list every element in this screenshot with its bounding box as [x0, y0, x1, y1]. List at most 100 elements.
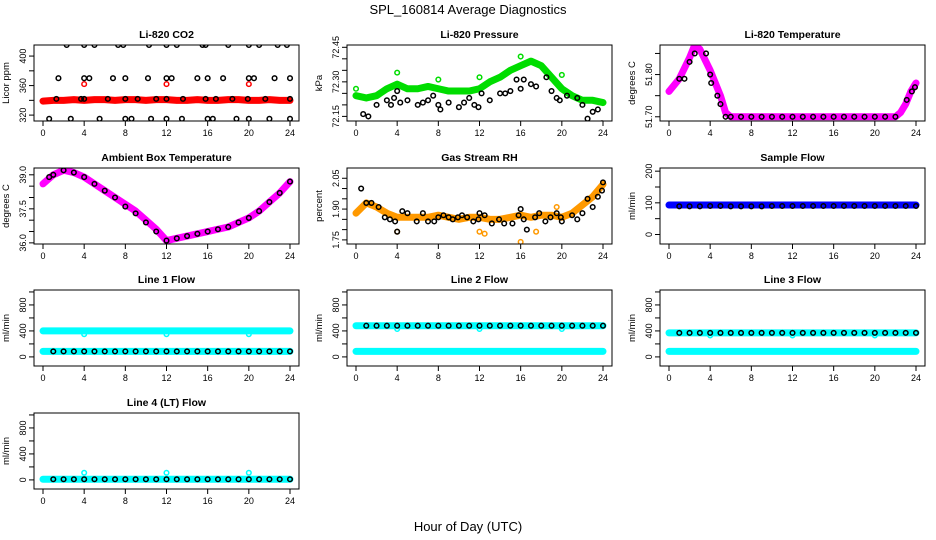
x-tick-label: 8	[749, 373, 754, 383]
data-point	[676, 329, 683, 336]
data-point	[153, 95, 160, 102]
x-tick-label: 0	[666, 128, 671, 138]
data-point	[173, 235, 180, 242]
data-point	[184, 476, 191, 483]
x-tick-label: 24	[598, 373, 608, 383]
data-point	[589, 322, 596, 329]
x-tick-label: 16	[829, 251, 839, 261]
data-point	[387, 101, 395, 108]
data-point	[286, 115, 294, 121]
data-point	[691, 50, 698, 57]
data-point	[496, 216, 503, 223]
data-point	[163, 95, 170, 102]
data-point	[163, 348, 170, 355]
data-point	[286, 75, 294, 82]
data-point	[523, 226, 530, 233]
data-point	[132, 476, 139, 483]
data-point	[245, 331, 252, 338]
data-point	[81, 469, 88, 476]
data-point	[517, 238, 524, 244]
panel-line-2-flow: Line 2 Flow ml/min 0 4 8 12 16 20 24 0 400 800	[314, 274, 613, 383]
data-point	[908, 88, 915, 95]
data-point	[46, 115, 53, 121]
data-point	[502, 90, 509, 97]
data-point	[727, 113, 734, 120]
x-tick-label: 16	[203, 251, 213, 261]
data-point	[373, 322, 380, 329]
data-point	[431, 218, 438, 225]
data-point	[476, 325, 483, 333]
data-point	[579, 101, 586, 108]
data-point	[81, 331, 88, 338]
x-tick-label: 12	[474, 128, 484, 138]
data-point	[714, 92, 721, 99]
x-tick-label: 20	[244, 373, 254, 383]
data-point	[558, 218, 565, 225]
data-point	[394, 69, 401, 76]
data-point	[758, 329, 765, 336]
data-point	[128, 115, 135, 121]
data-point	[435, 322, 442, 329]
data-point	[358, 185, 365, 192]
data-point	[466, 94, 473, 102]
x-tick-label: 8	[749, 251, 754, 261]
y-axis-label: percent	[314, 190, 325, 222]
x-tick-label: 20	[557, 251, 567, 261]
data-point	[681, 75, 688, 82]
data-point	[414, 322, 421, 329]
y-tick-label: 400	[644, 323, 654, 338]
x-tick-label: 24	[285, 373, 295, 383]
data-point	[214, 348, 222, 355]
data-point	[368, 199, 375, 206]
data-point	[861, 329, 868, 336]
data-point	[386, 216, 394, 223]
data-point	[548, 88, 555, 95]
data-point	[810, 113, 817, 120]
data-point	[204, 228, 211, 235]
data-point	[204, 115, 211, 121]
data-point	[101, 187, 108, 194]
data-point	[235, 476, 242, 483]
data-point	[569, 322, 576, 329]
data-point	[286, 348, 294, 355]
data-point	[383, 322, 390, 329]
data-point	[204, 476, 211, 483]
x-tick-label: 24	[285, 128, 295, 138]
series-band	[352, 180, 607, 223]
data-point	[214, 476, 222, 483]
data-point	[276, 476, 283, 483]
data-point	[383, 97, 390, 104]
data-point	[122, 115, 129, 121]
data-point	[163, 115, 170, 121]
data-point	[250, 75, 258, 82]
data-point	[419, 99, 426, 106]
x-tick-label: 8	[123, 251, 128, 261]
data-point	[861, 202, 868, 210]
data-point	[779, 329, 786, 336]
data-point	[737, 113, 745, 120]
data-point	[789, 332, 796, 339]
data-point	[696, 203, 703, 210]
data-point	[445, 322, 452, 329]
data-point	[748, 113, 755, 120]
data-point	[424, 97, 432, 104]
data-point	[209, 115, 216, 121]
data-point	[266, 198, 273, 206]
y-tick-label: 400	[331, 323, 341, 338]
data-point	[912, 202, 920, 210]
x-tick-label: 16	[829, 128, 839, 138]
data-point	[513, 76, 520, 83]
data-point	[768, 113, 775, 120]
x-tick-label: 0	[40, 128, 45, 138]
data-point	[245, 75, 252, 82]
panel-gas-stream-rh: Gas Stream RH percent 0 4 8 12 16 20 24 1.75 1.90 2…	[314, 152, 613, 261]
data-point	[830, 202, 837, 210]
data-point	[589, 108, 596, 115]
data-point	[579, 322, 586, 329]
x-tick-label: 16	[516, 373, 526, 383]
data-point	[225, 476, 232, 483]
x-tick-label: 4	[395, 373, 400, 383]
y-tick-label: 2.05	[331, 170, 341, 188]
data-point	[520, 216, 527, 223]
data-point	[840, 113, 848, 120]
